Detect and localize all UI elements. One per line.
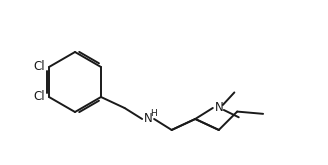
Text: N: N [215, 101, 223, 115]
Text: Cl: Cl [33, 90, 45, 103]
Text: N: N [144, 113, 153, 125]
Text: H: H [150, 109, 156, 118]
Text: Cl: Cl [33, 61, 45, 73]
